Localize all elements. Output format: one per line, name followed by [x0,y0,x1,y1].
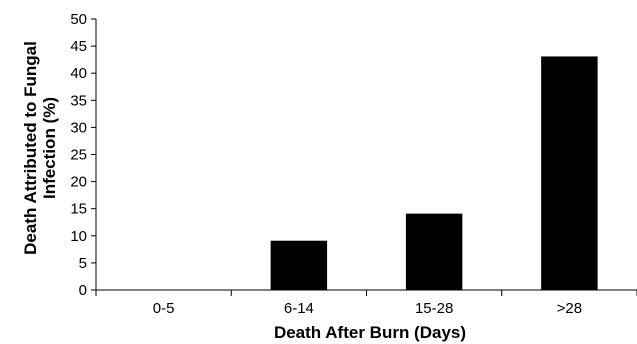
y-tick-label: 0 [79,282,87,299]
y-tick-label: 45 [70,38,87,55]
plot-area: 0 5 10 15 20 25 30 35 40 45 50 0-5 6-14 15-28 >28 [70,11,637,317]
y-tick-label: 15 [70,201,87,218]
x-axis-title: Death After Burn (Days) [274,323,466,342]
bar-15-28 [405,213,463,291]
y-axis-title-line-2: Infection (%) [40,97,59,199]
x-tick-label: >28 [557,300,582,317]
x-tick-label: 6-14 [284,300,314,317]
x-tick-label: 15-28 [415,300,453,317]
y-tick-label: 10 [70,228,87,245]
y-axis-title-line-1: Death Attributed to Fungal [21,41,40,255]
y-axis-title: Death Attributed to Fungal Infection (%) [21,41,59,255]
bar-6-14 [270,240,328,291]
y-tick-label: 30 [70,119,87,136]
y-tick-label: 50 [70,11,87,28]
bar->28 [541,56,598,291]
x-tick-label: 0-5 [153,300,175,317]
y-tick-label: 35 [70,92,87,109]
y-tick-label: 25 [70,147,87,164]
y-tick-label: 5 [79,255,87,272]
y-tick-label: 40 [70,65,87,82]
y-tick-label: 20 [70,174,87,191]
